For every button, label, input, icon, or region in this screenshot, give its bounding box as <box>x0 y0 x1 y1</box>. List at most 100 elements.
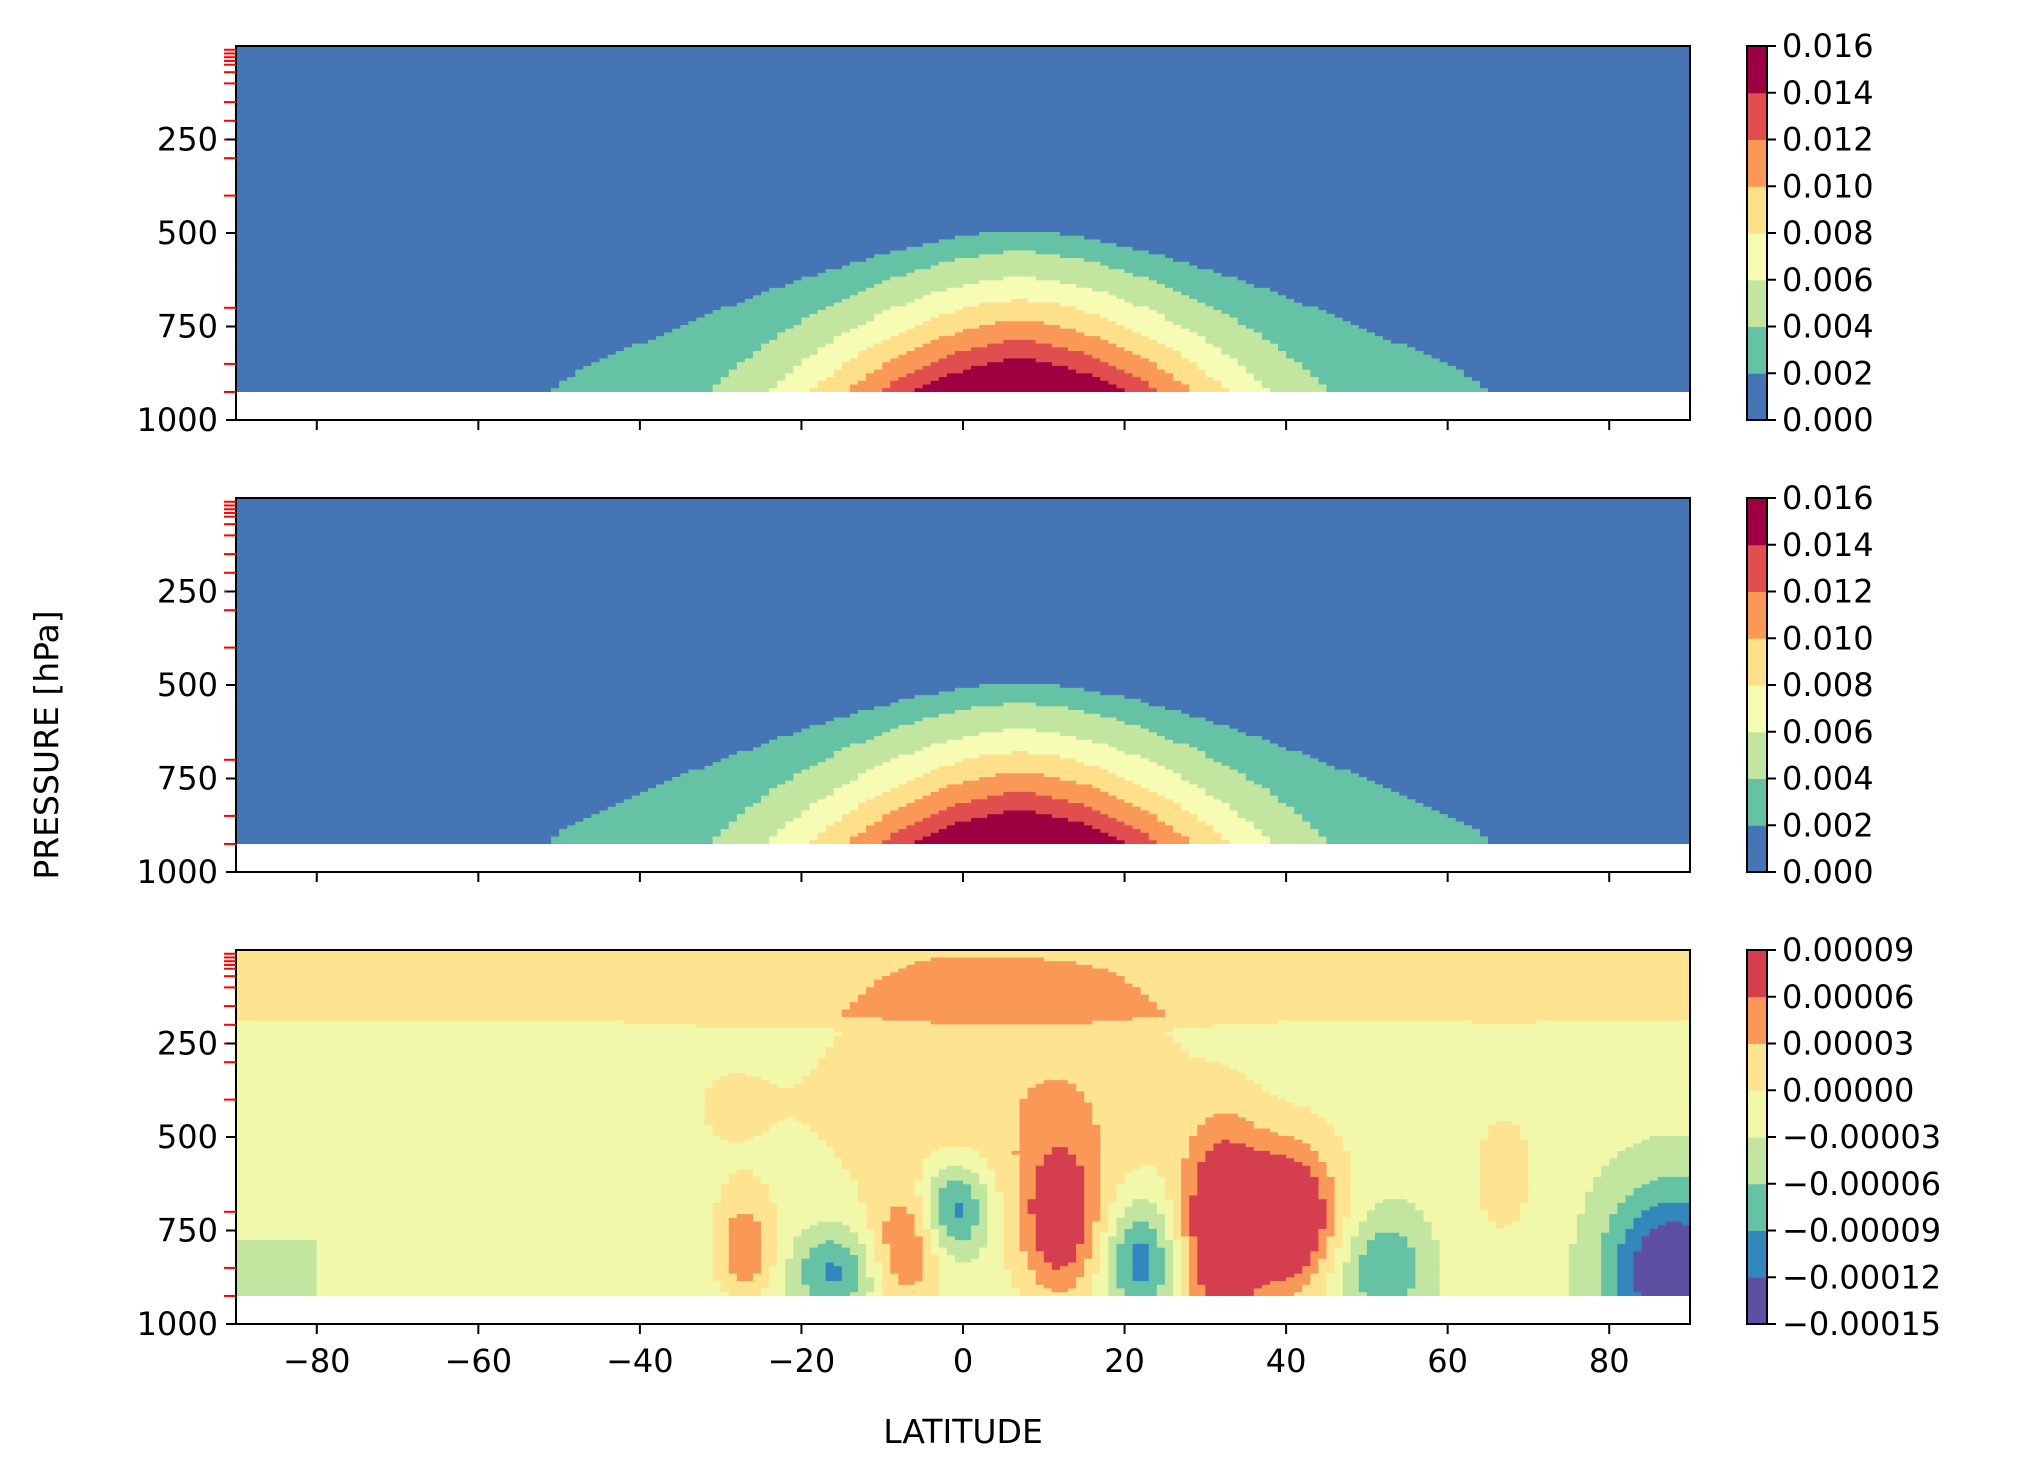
contour-cell <box>236 1043 835 1048</box>
colorbar-swatch <box>1747 1043 1767 1091</box>
contour-cell <box>236 336 657 341</box>
contour-cell <box>1415 1269 1441 1275</box>
contour-cell <box>1205 717 1690 722</box>
contour-cell <box>801 362 843 367</box>
contour-cell <box>882 976 1126 981</box>
contour-cell <box>704 1087 1029 1092</box>
contour-cell <box>1059 776 1126 782</box>
contour-cell <box>890 1214 916 1219</box>
contour-cell <box>680 773 794 778</box>
contour-cell <box>236 351 617 356</box>
contour-cell <box>1156 1165 1182 1171</box>
contour-cell <box>1068 817 1118 823</box>
contour-cell <box>1148 1258 1166 1264</box>
contour-cell <box>930 1221 940 1226</box>
contour-cell <box>1253 377 1320 382</box>
y-axis-title: PRESSURE [hPa] <box>27 610 66 879</box>
contour-cell <box>938 1232 948 1238</box>
contour-cell <box>1003 791 1037 797</box>
contour-cell <box>236 743 762 748</box>
contour-cell <box>1003 810 1037 815</box>
contour-cell <box>1173 769 1239 774</box>
contour-cell <box>849 1169 924 1174</box>
contour-cell <box>236 217 1690 222</box>
contour-cell <box>1084 1206 1101 1211</box>
contour-cell <box>777 1232 803 1238</box>
contour-cell <box>1019 1176 1037 1182</box>
contour-cell <box>857 994 1150 999</box>
contour-cell <box>938 1173 980 1178</box>
contour-cell <box>1132 328 1190 334</box>
contour-cell <box>1108 1277 1118 1282</box>
contour-cell <box>1641 1240 1690 1245</box>
contour-cell <box>728 1240 762 1245</box>
contour-cell <box>728 1269 762 1275</box>
contour-cell <box>1124 1210 1158 1215</box>
colorbar-swatch <box>1747 1277 1767 1325</box>
contour-cell <box>914 1188 932 1193</box>
contour-cell <box>236 1284 318 1290</box>
panel-3: −0.00015−0.00012−0.00009−0.00006−0.00003… <box>137 931 1942 1380</box>
contour-cell <box>728 1236 762 1241</box>
contour-cell <box>1092 1277 1109 1282</box>
contour-cell <box>1132 1199 1150 1204</box>
x-tick-label: −20 <box>768 1342 836 1380</box>
contour-cell <box>1173 1217 1182 1223</box>
contour-cell <box>1310 1255 1328 1260</box>
contour-cell <box>236 302 738 307</box>
contour-cell <box>809 1225 851 1230</box>
contour-cell <box>1439 1255 1570 1260</box>
contour-cell <box>1173 1214 1182 1219</box>
contour-cell <box>1124 388 1158 392</box>
contour-cell <box>1035 1176 1085 1182</box>
contour-cell <box>1076 1243 1093 1249</box>
contour-cell <box>817 1132 1021 1137</box>
contour-cell <box>809 354 859 360</box>
contour-cell <box>1439 1269 1570 1275</box>
contour-cell <box>914 1191 932 1197</box>
contour-cell <box>914 695 1126 700</box>
contour-cell <box>316 1266 714 1271</box>
contour-cell <box>1189 1262 1198 1267</box>
contour-cell <box>979 324 1061 330</box>
contour-cell <box>1076 1284 1093 1290</box>
contour-cell <box>1221 380 1263 386</box>
contour-cell <box>1019 1098 1085 1104</box>
contour-cell <box>866 1243 875 1249</box>
contour-cell <box>1003 1258 1029 1264</box>
contour-cell <box>236 1016 883 1022</box>
contour-cell <box>761 291 859 296</box>
contour-cell <box>1366 1214 1425 1219</box>
contour-cell <box>987 1158 1021 1163</box>
contour-cell <box>1197 1266 1303 1271</box>
contour-cell <box>930 1206 940 1211</box>
contour-cell <box>236 728 803 733</box>
contour-cell <box>1617 1255 1635 1260</box>
contour-cell <box>1326 1277 1344 1282</box>
contour-cell <box>1124 821 1166 826</box>
contour-cell <box>1043 1284 1077 1290</box>
contour-cell <box>1593 1176 1659 1182</box>
contour-cell <box>1302 302 1690 307</box>
contour-cell <box>1318 1228 1336 1234</box>
contour-cell <box>1003 1202 1021 1208</box>
contour-cell <box>1189 1247 1198 1252</box>
contour-cell <box>728 1180 762 1185</box>
contour-cell <box>987 1188 996 1193</box>
contour-cell <box>1084 1228 1093 1234</box>
contour-cell <box>1431 1228 1578 1234</box>
contour-cell <box>841 1269 859 1275</box>
contour-cell <box>1584 1195 1626 1200</box>
contour-cell <box>1011 1269 1037 1275</box>
contour-cell <box>1076 1162 1101 1167</box>
colorbar-tick-label: 0.006 <box>1782 713 1874 751</box>
contour-cell <box>866 347 916 352</box>
contour-cell <box>1278 1095 1690 1100</box>
contour-cell <box>946 1232 972 1238</box>
contour-cell <box>1189 1199 1328 1204</box>
contour-cell <box>979 1206 988 1211</box>
contour-cell <box>1140 990 1690 996</box>
contour-cell <box>1245 365 1303 371</box>
contour-cell <box>777 1247 794 1252</box>
contour-cell <box>817 380 859 386</box>
